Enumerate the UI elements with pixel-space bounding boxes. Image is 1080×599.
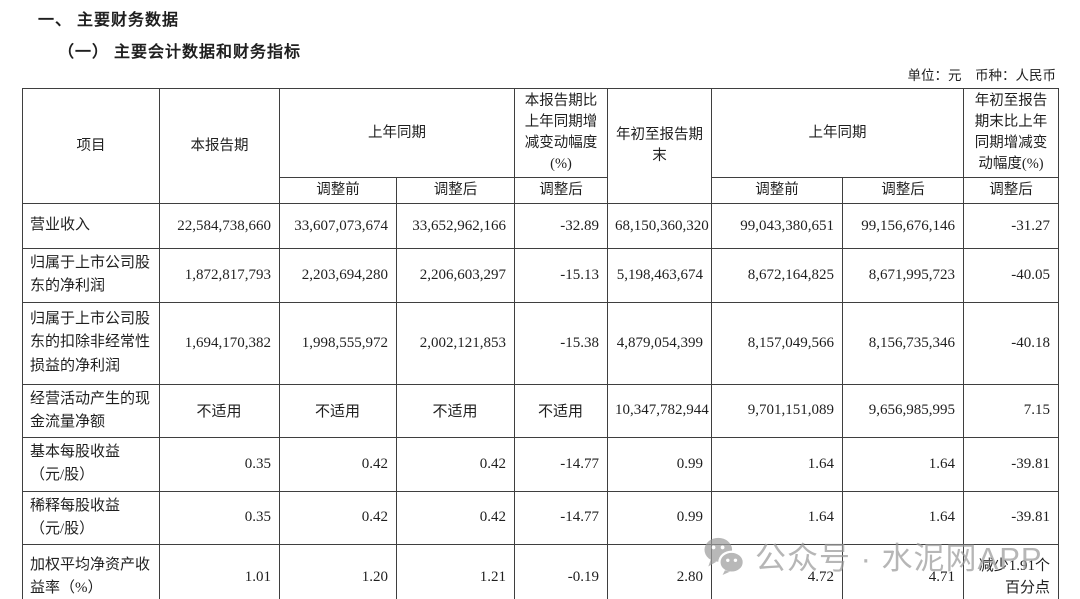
header-row-sub: 调整前 调整后 调整后 调整前 调整后 调整后 <box>23 177 1059 205</box>
table-cell: 0.35 <box>159 437 280 492</box>
table-cell: 不适用 <box>396 383 515 439</box>
table-cell: 1,872,817,793 <box>159 248 280 303</box>
table-cell: 4.72 <box>711 544 843 599</box>
table-cell: 2.80 <box>607 544 712 599</box>
table-cell: 0.42 <box>279 490 397 546</box>
table-row-operating-cash-flow: 经营活动产生的现 金流量净额 不适用 不适用 不适用 不适用 10,347,78… <box>22 383 1059 439</box>
table-cell: 4.71 <box>842 544 964 599</box>
table-cell: 8,672,164,825 <box>711 248 843 303</box>
table-cell: 8,671,995,723 <box>842 248 964 303</box>
table-cell: 2,203,694,280 <box>279 248 397 303</box>
table-cell: 不适用 <box>514 383 608 439</box>
table-cell: 不适用 <box>279 383 397 439</box>
table-row-diluted-eps: 稀释每股收益 （元/股） 0.35 0.42 0.42 -14.77 0.99 … <box>22 490 1059 546</box>
table-cell: -0.19 <box>514 544 608 599</box>
table-cell: 0.35 <box>159 490 280 546</box>
table-cell: 减少1.91个 百分点 <box>963 544 1059 599</box>
table-cell: -14.77 <box>514 490 608 546</box>
table-cell: 9,656,985,995 <box>842 383 964 439</box>
header-current-period: 本报告期 <box>159 87 280 205</box>
table-cell: 0.99 <box>607 490 712 546</box>
table-cell: -39.81 <box>963 437 1059 492</box>
row-label: 稀释每股收益 （元/股） <box>22 490 160 546</box>
table-cell: 99,156,676,146 <box>842 203 964 250</box>
header-ytd: 年初至报告期 末 <box>607 87 712 205</box>
subheader-after-adjust: 调整后 <box>842 177 964 205</box>
financial-data-table: 项目 本报告期 上年同期 本报告期比 上年同期增 减变动幅度 (%) 年初至报告… <box>22 87 1059 599</box>
header-prior-year-ytd: 上年同期 <box>711 87 964 179</box>
table-cell: 1.64 <box>711 490 843 546</box>
table-cell: 0.42 <box>279 437 397 492</box>
header-prior-year-period: 上年同期 <box>279 87 515 179</box>
table-cell: 1.64 <box>711 437 843 492</box>
table-cell: 1.20 <box>279 544 397 599</box>
row-label: 基本每股收益 （元/股） <box>22 437 160 492</box>
row-label: 营业收入 <box>22 203 160 250</box>
table-cell: 33,652,962,166 <box>396 203 515 250</box>
table-cell: 1,998,555,972 <box>279 301 397 385</box>
table-cell: 不适用 <box>159 383 280 439</box>
row-label: 归属于上市公司股 东的扣除非经常性 损益的净利润 <box>22 301 160 385</box>
row-label: 加权平均净资产收 益率（%） <box>22 544 160 599</box>
table-cell: 68,150,360,320 <box>607 203 712 250</box>
table-cell: 0.42 <box>396 437 515 492</box>
table-cell: -31.27 <box>963 203 1059 250</box>
table-cell: 1.64 <box>842 490 964 546</box>
table-cell: 5,198,463,674 <box>607 248 712 303</box>
table-cell: 33,607,073,674 <box>279 203 397 250</box>
header-item: 项目 <box>22 87 160 205</box>
table-cell: 0.42 <box>396 490 515 546</box>
header-ytd-change: 年初至报告 期末比上年 同期增减变 动幅度(%) <box>963 87 1059 179</box>
header-row-main: 项目 本报告期 上年同期 本报告期比 上年同期增 减变动幅度 (%) 年初至报告… <box>22 87 1059 205</box>
subheader-before-adjust: 调整前 <box>279 177 397 205</box>
table-row-net-profit-excl-nonrecurring: 归属于上市公司股 东的扣除非经常性 损益的净利润 1,694,170,382 1… <box>22 301 1059 385</box>
table-cell: -32.89 <box>514 203 608 250</box>
table-cell: 10,347,782,944 <box>607 383 712 439</box>
table-cell: 0.99 <box>607 437 712 492</box>
table-cell: 1,694,170,382 <box>159 301 280 385</box>
subheader-before-adjust: 调整前 <box>711 177 843 205</box>
table-cell: 4,879,054,399 <box>607 301 712 385</box>
table-cell: 22,584,738,660 <box>159 203 280 250</box>
table-cell: -15.38 <box>514 301 608 385</box>
subheader-after-adjust: 调整后 <box>396 177 515 205</box>
table-row-revenue: 营业收入 22,584,738,660 33,607,073,674 33,65… <box>22 203 1059 250</box>
table-cell: -39.81 <box>963 490 1059 546</box>
table-cell: 2,002,121,853 <box>396 301 515 385</box>
table-row-basic-eps: 基本每股收益 （元/股） 0.35 0.42 0.42 -14.77 0.99 … <box>22 437 1059 492</box>
subsection-title: （一） 主要会计数据和财务指标 <box>58 44 302 61</box>
table-row-net-profit: 归属于上市公司股 东的净利润 1,872,817,793 2,203,694,2… <box>22 248 1059 303</box>
table-cell: -40.05 <box>963 248 1059 303</box>
table-cell: 9,701,151,089 <box>711 383 843 439</box>
table-cell: -15.13 <box>514 248 608 303</box>
table-cell: 7.15 <box>963 383 1059 439</box>
row-label: 归属于上市公司股 东的净利润 <box>22 248 160 303</box>
table-cell: 1.64 <box>842 437 964 492</box>
table-cell: -14.77 <box>514 437 608 492</box>
table-row-weighted-avg-roe: 加权平均净资产收 益率（%） 1.01 1.20 1.21 -0.19 2.80… <box>22 544 1059 599</box>
section-title: 一、 主要财务数据 <box>38 12 180 29</box>
subheader-after-adjust: 调整后 <box>963 177 1059 205</box>
unit-currency-note: 单位：元 币种：人民币 <box>907 68 1057 83</box>
row-label: 经营活动产生的现 金流量净额 <box>22 383 160 439</box>
table-cell: 1.21 <box>396 544 515 599</box>
table-cell: 2,206,603,297 <box>396 248 515 303</box>
table-cell: 1.01 <box>159 544 280 599</box>
subheader-after-adjust: 调整后 <box>514 177 608 205</box>
table-cell: 99,043,380,651 <box>711 203 843 250</box>
header-period-change: 本报告期比 上年同期增 减变动幅度 (%) <box>514 87 608 179</box>
table-cell: 8,157,049,566 <box>711 301 843 385</box>
table-cell: -40.18 <box>963 301 1059 385</box>
table-cell: 8,156,735,346 <box>842 301 964 385</box>
